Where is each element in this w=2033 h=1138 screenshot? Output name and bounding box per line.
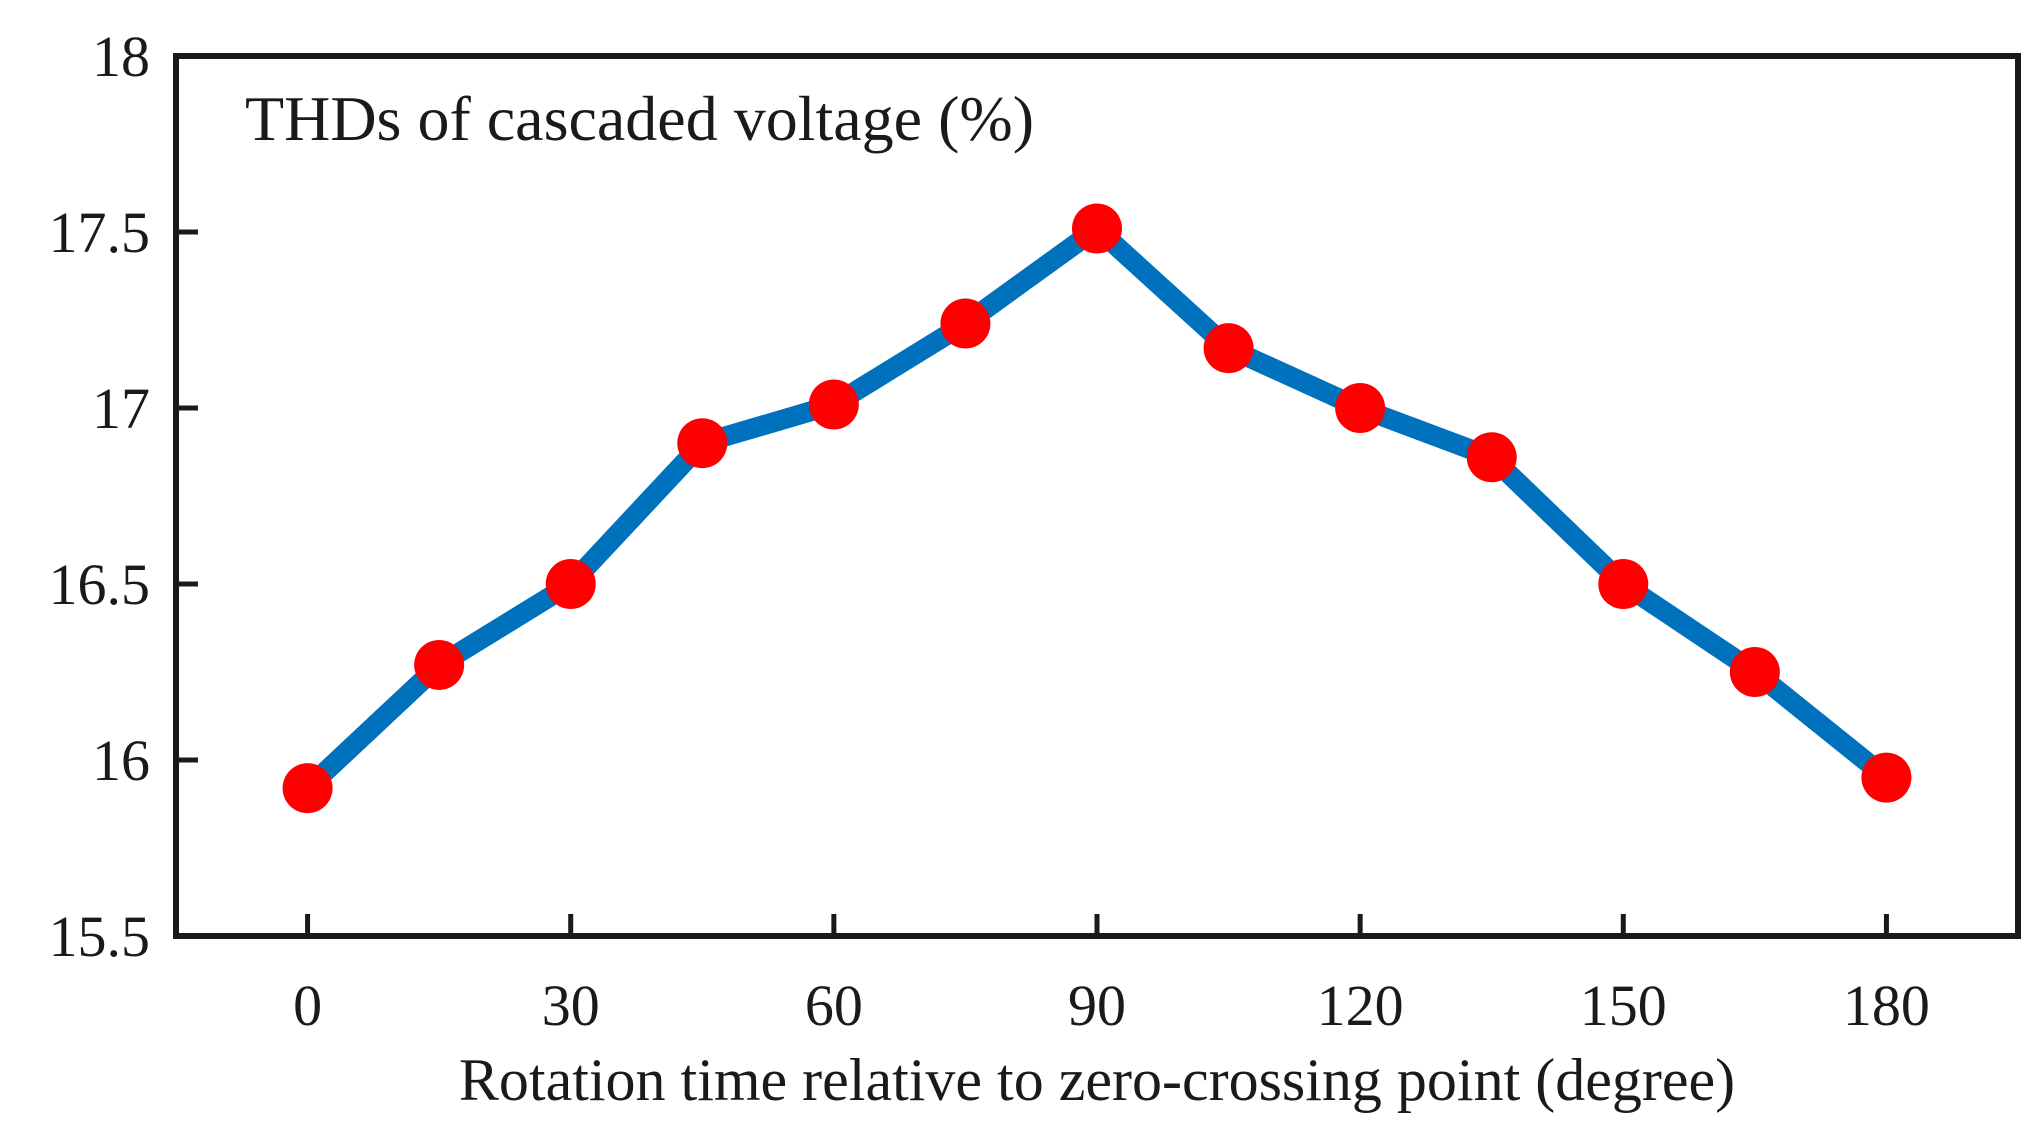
x-tick-label: 180 [1843,973,1930,1038]
data-point [1861,752,1912,803]
x-tick-label: 150 [1580,973,1667,1038]
chart-title: THDs of cascaded voltage (%) [245,83,1034,154]
data-point [282,763,333,814]
data-point [545,559,596,609]
y-tick-label: 17.5 [49,200,151,265]
data-point [1598,559,1649,609]
data-point [808,379,859,430]
series-layer [282,203,1912,814]
data-point [1072,203,1122,254]
data-point [1203,323,1254,374]
x-tick-label: 0 [293,973,322,1038]
x-tick-label: 30 [542,973,600,1038]
data-point [1466,432,1517,483]
data-point [1729,647,1780,697]
data-point [677,418,728,469]
y-tick-label: 18 [92,24,150,89]
y-axis-ticks: 15.5 16 16.5 17 17.5 18 [49,24,198,969]
x-tick-label: 60 [805,973,863,1038]
data-point [414,639,465,690]
x-axis-title: Rotation time relative to zero-crossing … [459,1047,1735,1113]
data-point [940,298,991,349]
y-tick-label: 17 [92,376,150,441]
y-tick-label: 16.5 [49,552,151,617]
data-point [1335,383,1386,433]
x-axis-ticks: 0 30 60 90 120 150 180 [293,914,1930,1038]
series-line [300,215,1893,796]
x-tick-label: 90 [1068,973,1126,1038]
plot-area-frame [173,53,2021,939]
x-tick-label: 120 [1317,973,1404,1038]
y-tick-label: 16 [92,728,150,793]
y-tick-label: 15.5 [49,904,151,969]
